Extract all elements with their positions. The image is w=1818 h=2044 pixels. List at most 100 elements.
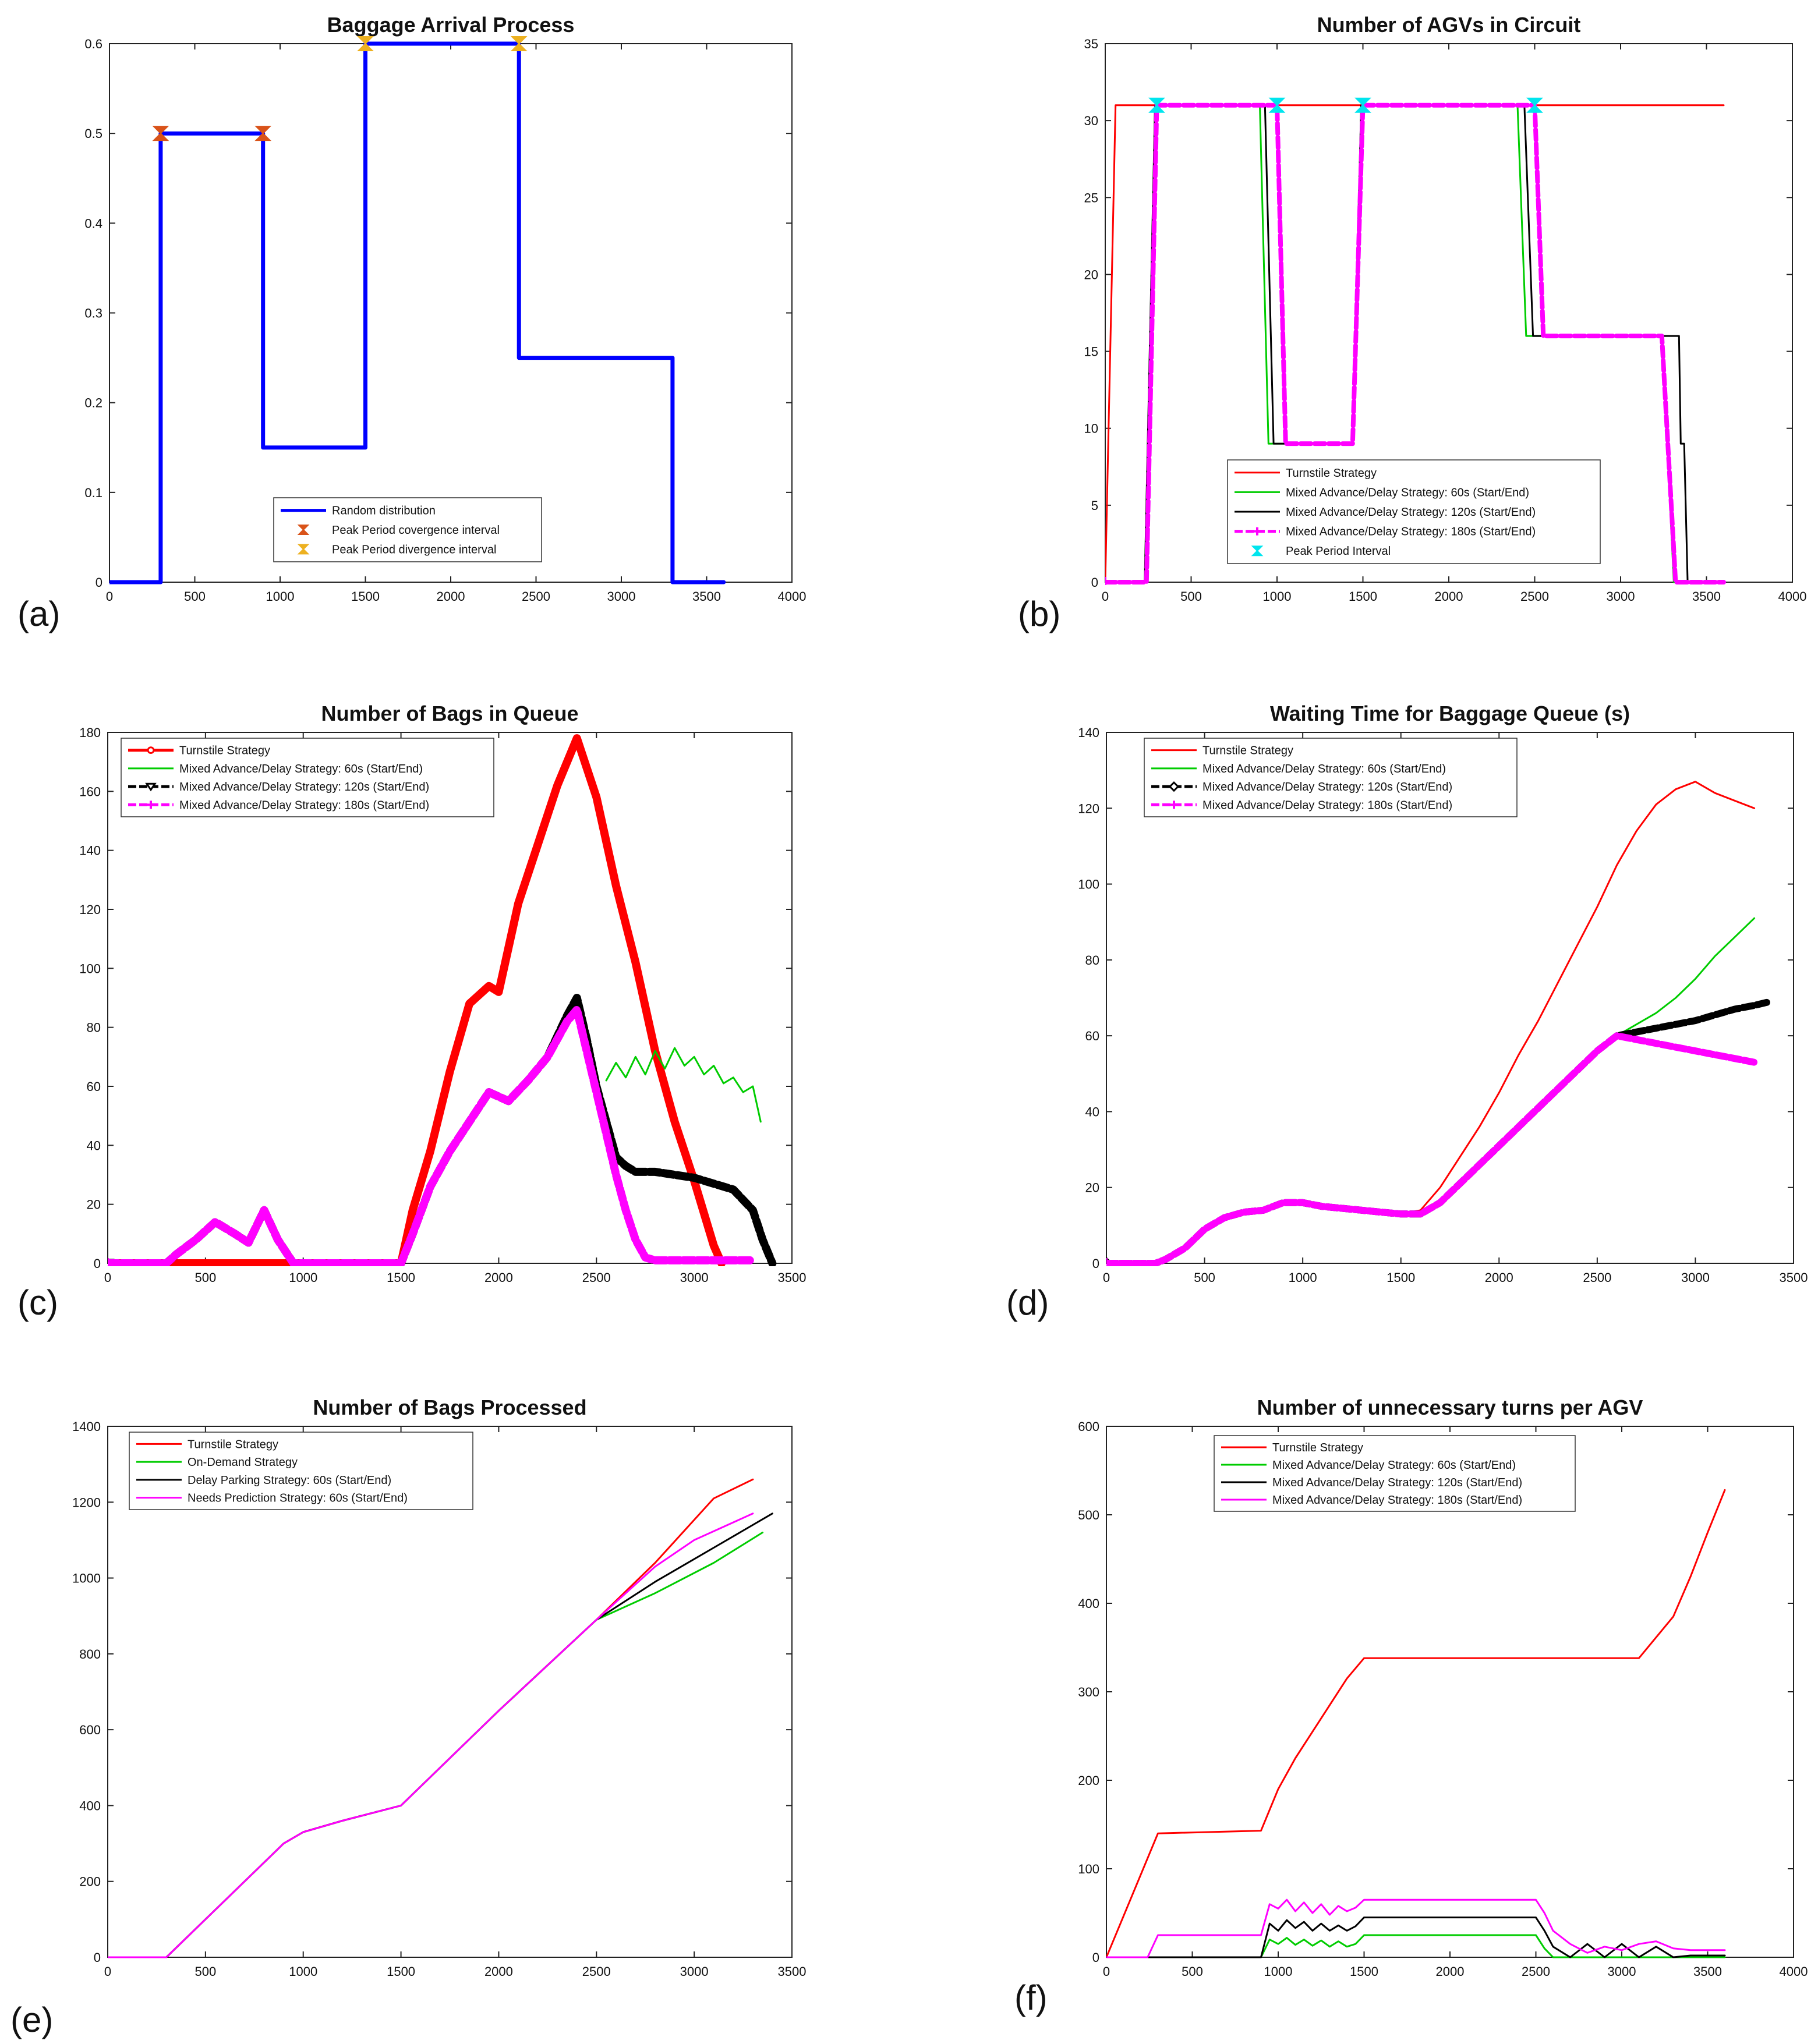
y-tick-label: 80 bbox=[1085, 953, 1099, 968]
x-tick-label: 1000 bbox=[1289, 1270, 1317, 1285]
y-tick-label: 800 bbox=[79, 1647, 101, 1662]
series-line-mixed-advance-delay-strategy-60s-start-end bbox=[1106, 1934, 1726, 1958]
y-tick-label: 200 bbox=[1078, 1773, 1099, 1788]
legend-label: On-Demand Strategy bbox=[188, 1456, 298, 1469]
legend-item-mixed-advance-delay-strategy-180s-start-end: Mixed Advance/Delay Strategy: 180s (Star… bbox=[1221, 1494, 1522, 1507]
y-tick-label: 25 bbox=[1084, 190, 1098, 205]
y-tick-label: 400 bbox=[79, 1798, 101, 1813]
y-tick-label: 0.2 bbox=[84, 396, 102, 410]
series-mixed-advance-delay-strategy-60s-start-end bbox=[1106, 1934, 1726, 1958]
series-line-mixed-advance-delay-strategy-180s-start-end bbox=[1106, 1032, 1758, 1266]
series-line-turnstile-strategy bbox=[1106, 1489, 1726, 1958]
y-tick-label: 0.5 bbox=[84, 126, 102, 141]
x-tick-label: 1500 bbox=[1350, 1964, 1378, 1979]
y-tick-label: 5 bbox=[1091, 498, 1098, 513]
chart-panel-4: Waiting Time for Baggage Queue (s) 0 500 10… bbox=[1078, 702, 1808, 1285]
data-point-peak-period-interval bbox=[1354, 97, 1371, 113]
x-tick-label: 2500 bbox=[582, 1964, 611, 1979]
data-point-peak-period-divergence-interval bbox=[510, 36, 528, 51]
x-tick-label: 3000 bbox=[1608, 1964, 1636, 1979]
panel-label-d: (d) bbox=[1006, 1283, 1049, 1322]
legend-label: Delay Parking Strategy: 60s (Start/End) bbox=[188, 1474, 391, 1487]
x-tick-label: 0 bbox=[106, 589, 113, 604]
legend-marker bbox=[147, 800, 155, 809]
legend-label: Mixed Advance/Delay Strategy: 60s (Start… bbox=[1286, 486, 1529, 499]
legend: Turnstile Strategy Mixed Advance/Delay St… bbox=[1144, 738, 1518, 817]
x-tick-label: 4000 bbox=[1780, 1964, 1808, 1979]
y-tick-label: 140 bbox=[1078, 725, 1099, 740]
legend-item-peak-period-interval: Peak Period Interval bbox=[1251, 545, 1391, 558]
series-line-mixed-advance-delay-strategy-60s-start-end bbox=[605, 1047, 762, 1123]
chart-title: Number of AGVs in Circuit bbox=[1317, 13, 1581, 37]
legend-item-mixed-advance-delay-strategy-60s-start-end: Mixed Advance/Delay Strategy: 60s (Start… bbox=[1221, 1459, 1516, 1472]
legend-label: Peak Period Interval bbox=[1286, 545, 1391, 558]
y-tick-label: 15 bbox=[1084, 345, 1098, 359]
x-tick-label: 2500 bbox=[1522, 1964, 1550, 1979]
y-tick-label: 1200 bbox=[72, 1495, 101, 1510]
legend-item-mixed-advance-delay-strategy-60s-start-end: Mixed Advance/Delay Strategy: 60s (Start… bbox=[1235, 486, 1529, 499]
legend-item-delay-parking-strategy-60s-start-end: Delay Parking Strategy: 60s (Start/End) bbox=[136, 1474, 391, 1487]
legend-marker bbox=[1251, 545, 1264, 557]
series-line-random-distribution bbox=[109, 41, 726, 584]
legend-marker bbox=[145, 782, 157, 792]
x-tick-label: 1000 bbox=[266, 589, 295, 604]
legend-item-mixed-advance-delay-strategy-60s-start-end: Mixed Advance/Delay Strategy: 60s (Start… bbox=[1151, 763, 1446, 775]
y-tick-label: 100 bbox=[79, 961, 101, 976]
x-tick-label: 3000 bbox=[1607, 589, 1635, 604]
x-tick-label: 1500 bbox=[1387, 1270, 1415, 1285]
panel-label-c: (c) bbox=[17, 1283, 58, 1322]
legend-label: Random distribution bbox=[332, 505, 436, 518]
y-tick-label: 600 bbox=[1078, 1419, 1099, 1434]
data-point-peak-period-covergence-interval bbox=[254, 126, 272, 141]
x-tick-label: 2000 bbox=[484, 1270, 513, 1285]
legend-item-turnstile-strategy: Turnstile Strategy bbox=[1151, 745, 1293, 757]
y-tick-label: 140 bbox=[79, 844, 101, 858]
y-tick-label: 0 bbox=[94, 1256, 101, 1271]
x-tick-label: 0 bbox=[1103, 1270, 1110, 1285]
x-tick-label: 2000 bbox=[1435, 589, 1463, 604]
legend-marker bbox=[1253, 527, 1261, 536]
x-tick-label: 3500 bbox=[1780, 1270, 1808, 1285]
series-random-distribution bbox=[109, 41, 726, 584]
legend-label: Turnstile Strategy bbox=[1272, 1441, 1363, 1454]
y-tick-label: 20 bbox=[1084, 267, 1098, 282]
series-line-needs-prediction-strategy-60s-start-end bbox=[108, 1512, 754, 1958]
y-tick-label: 600 bbox=[79, 1723, 101, 1737]
legend-item-peak-period-covergence-interval: Peak Period covergence interval bbox=[297, 524, 500, 537]
panel-label-e: (e) bbox=[10, 2000, 53, 2039]
legend: Turnstile Strategy On-Demand Strategy Dela… bbox=[129, 1432, 473, 1510]
panel-label-f: (f) bbox=[1014, 1978, 1048, 2017]
x-tick-label: 1000 bbox=[289, 1964, 317, 1979]
y-tick-label: 35 bbox=[1084, 37, 1098, 51]
legend-box bbox=[273, 497, 542, 562]
legend-marker bbox=[297, 544, 310, 555]
x-tick-label: 0 bbox=[1102, 589, 1109, 604]
legend-item-mixed-advance-delay-strategy-120s-start-end: Mixed Advance/Delay Strategy: 120s (Star… bbox=[128, 781, 429, 793]
legend-label: Mixed Advance/Delay Strategy: 60s (Start… bbox=[1202, 763, 1446, 775]
legend-label: Mixed Advance/Delay Strategy: 120s (Star… bbox=[1272, 1476, 1522, 1489]
chart-title: Number of Bags in Queue bbox=[321, 702, 578, 725]
x-tick-label: 3000 bbox=[607, 589, 636, 604]
x-tick-label: 2500 bbox=[522, 589, 550, 604]
series-peak-period-interval bbox=[1148, 97, 1543, 113]
legend-label: Mixed Advance/Delay Strategy: 180s (Star… bbox=[1286, 526, 1536, 539]
data-point-peak-period-interval bbox=[1268, 97, 1286, 113]
y-tick-label: 0 bbox=[1091, 575, 1098, 590]
x-tick-label: 500 bbox=[1180, 589, 1202, 604]
y-tick-label: 0 bbox=[94, 1950, 101, 1965]
legend-item-mixed-advance-delay-strategy-180s-start-end: Mixed Advance/Delay Strategy: 180s (Star… bbox=[1235, 526, 1536, 539]
legend-label: Mixed Advance/Delay Strategy: 60s (Start… bbox=[1272, 1459, 1516, 1472]
legend-label: Mixed Advance/Delay Strategy: 120s (Star… bbox=[179, 781, 429, 793]
legend-label: Mixed Advance/Delay Strategy: 180s (Star… bbox=[1272, 1494, 1522, 1507]
data-point-peak-period-interval bbox=[1148, 97, 1165, 113]
y-tick-label: 0.4 bbox=[84, 216, 102, 231]
legend-item-turnstile-strategy: Turnstile Strategy bbox=[136, 1438, 278, 1451]
legend-marker bbox=[297, 525, 310, 535]
y-tick-label: 180 bbox=[79, 725, 101, 740]
series-line-mixed-advance-delay-strategy-180s-start-end bbox=[1105, 102, 1726, 584]
y-tick-label: 60 bbox=[87, 1079, 101, 1094]
y-tick-label: 10 bbox=[1084, 421, 1098, 436]
legend-label: Turnstile Strategy bbox=[1286, 467, 1377, 480]
x-tick-label: 3500 bbox=[778, 1270, 807, 1285]
